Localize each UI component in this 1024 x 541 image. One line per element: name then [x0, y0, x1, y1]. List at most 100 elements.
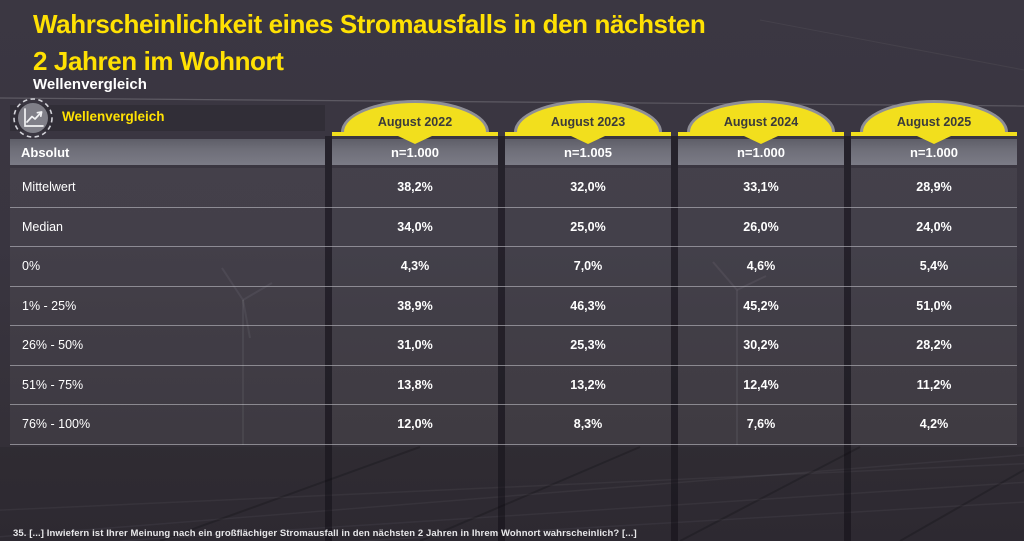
value-cell: 8,3%	[505, 405, 671, 444]
column-gap	[844, 366, 851, 405]
table-body: Mittelwert 38,2% 32,0% 33,1% 28,9% Media…	[10, 168, 1017, 445]
column-gap	[498, 139, 505, 165]
column-header-aug-2025: August 2025	[851, 100, 1017, 144]
value-cell: 25,3%	[505, 326, 671, 365]
value-cell: 4,2%	[851, 405, 1017, 444]
column-gap	[844, 208, 851, 247]
column-gap	[844, 405, 851, 444]
column-gap	[325, 208, 332, 247]
table-row: 51% - 75% 13,8% 13,2% 12,4% 11,2%	[10, 365, 1017, 405]
sample-size-cell: n=1.000	[678, 139, 844, 165]
line-chart-icon	[13, 98, 53, 138]
column-header-aug-2024: August 2024	[678, 100, 844, 144]
row-label: 1% - 25%	[10, 286, 325, 325]
value-cell: 26,0%	[678, 207, 844, 246]
value-cell: 7,0%	[505, 247, 671, 286]
value-cell: 32,0%	[505, 168, 671, 207]
column-gap	[671, 168, 678, 207]
value-cell: 38,9%	[332, 286, 498, 325]
column-gap	[498, 168, 505, 207]
value-cell: 11,2%	[851, 365, 1017, 404]
table-row: Median 34,0% 25,0% 26,0% 24,0%	[10, 207, 1017, 247]
wave-comparison-table: Wellenvergleich August 2022 August 2023 …	[10, 100, 1017, 445]
value-cell: 33,1%	[678, 168, 844, 207]
column-gap	[671, 247, 678, 286]
value-cell: 13,8%	[332, 365, 498, 404]
page-title: Wahrscheinlichkeit eines Stromausfalls i…	[33, 6, 706, 80]
table-row: 76% - 100% 12,0% 8,3% 7,6% 4,2%	[10, 405, 1017, 445]
column-gap	[844, 326, 851, 365]
column-gap	[498, 366, 505, 405]
column-gap	[498, 247, 505, 286]
dome-baseline	[851, 132, 1017, 136]
dome-shape: August 2024	[687, 100, 835, 132]
value-cell: 30,2%	[678, 326, 844, 365]
column-gap	[671, 100, 678, 136]
column-gap	[844, 168, 851, 207]
column-gap	[325, 100, 332, 136]
column-gap	[671, 139, 678, 165]
value-cell: 28,9%	[851, 168, 1017, 207]
row-label: 0%	[10, 247, 325, 286]
value-cell: 12,0%	[332, 405, 498, 444]
column-header-aug-2022: August 2022	[332, 100, 498, 144]
column-header-label: August 2023	[550, 115, 626, 129]
value-cell: 5,4%	[851, 247, 1017, 286]
dome-shape: August 2023	[514, 100, 662, 132]
footnote-question: 35. [...] Inwiefern ist Ihrer Meinung na…	[13, 528, 637, 539]
value-cell: 51,0%	[851, 286, 1017, 325]
column-gap	[498, 100, 505, 136]
value-cell: 46,3%	[505, 286, 671, 325]
column-gap	[498, 405, 505, 444]
column-header-label: August 2024	[723, 115, 799, 129]
sample-size-row: Absolut n=1.000 n=1.005 n=1.000 n=1.000	[10, 139, 1017, 165]
column-gap	[498, 287, 505, 326]
column-gap	[325, 287, 332, 326]
column-header-label: August 2025	[896, 115, 972, 129]
value-cell: 4,6%	[678, 247, 844, 286]
page-title-line1: Wahrscheinlichkeit eines Stromausfalls i…	[33, 9, 706, 39]
column-gap	[325, 326, 332, 365]
dome-notch	[917, 136, 951, 144]
page-subtitle: Wellenvergleich	[33, 76, 147, 93]
dome-baseline	[678, 132, 844, 136]
column-header-label: August 2022	[377, 115, 453, 129]
column-gap	[325, 139, 332, 165]
row-label: 51% - 75%	[10, 365, 325, 404]
column-gap-bar	[498, 136, 505, 541]
column-gap-bar	[844, 136, 851, 541]
page-title-line2: 2 Jahren im Wohnort	[33, 46, 284, 76]
value-cell: 38,2%	[332, 168, 498, 207]
column-gap	[844, 287, 851, 326]
dome-notch	[744, 136, 778, 144]
row-label: Median	[10, 207, 325, 246]
table-row: 26% - 50% 31,0% 25,3% 30,2% 28,2%	[10, 326, 1017, 366]
table-row: 1% - 25% 38,9% 46,3% 45,2% 51,0%	[10, 286, 1017, 326]
column-gap	[844, 139, 851, 165]
dome-notch	[398, 136, 432, 144]
column-gap	[844, 247, 851, 286]
table-header-row: Wellenvergleich August 2022 August 2023 …	[10, 100, 1017, 144]
column-gap	[671, 326, 678, 365]
column-gap	[325, 168, 332, 207]
column-gap-bar	[325, 136, 332, 541]
dome-baseline	[332, 132, 498, 136]
column-gap	[671, 287, 678, 326]
dome-shape: August 2025	[860, 100, 1008, 132]
column-gap	[671, 208, 678, 247]
column-gap	[844, 100, 851, 136]
table-row: 0% 4,3% 7,0% 4,6% 5,4%	[10, 247, 1017, 287]
value-cell: 4,3%	[332, 247, 498, 286]
column-gap	[671, 405, 678, 444]
section-label: Wellenvergleich	[62, 109, 165, 124]
value-cell: 31,0%	[332, 326, 498, 365]
value-cell: 45,2%	[678, 286, 844, 325]
dome-baseline	[505, 132, 671, 136]
value-cell: 25,0%	[505, 207, 671, 246]
dome-shape: August 2022	[341, 100, 489, 132]
value-cell: 13,2%	[505, 365, 671, 404]
column-gap	[671, 366, 678, 405]
table-row: Mittelwert 38,2% 32,0% 33,1% 28,9%	[10, 168, 1017, 208]
row-label: Mittelwert	[10, 168, 325, 207]
